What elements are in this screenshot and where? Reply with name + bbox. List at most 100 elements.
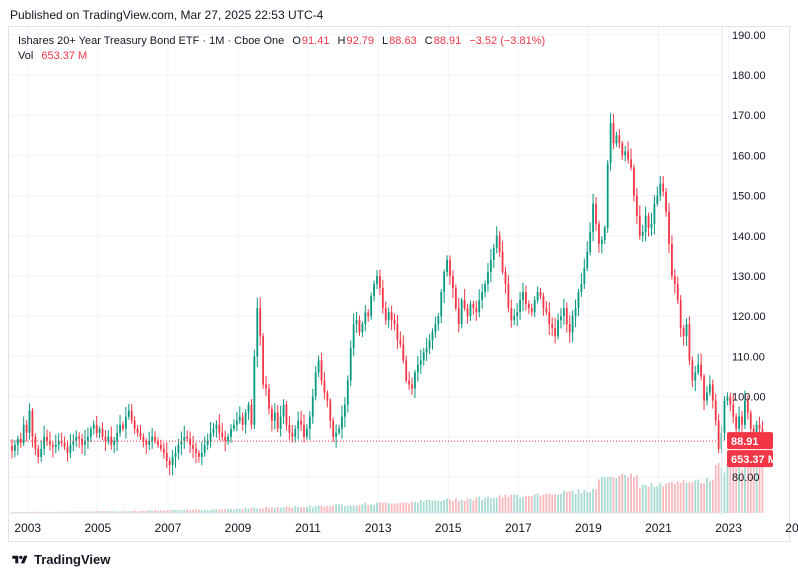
candle-body bbox=[592, 203, 594, 232]
volume-bar bbox=[51, 511, 54, 513]
volume-bar bbox=[306, 506, 308, 513]
candle-body bbox=[682, 328, 685, 337]
volume-bar bbox=[25, 511, 28, 513]
volume-bar bbox=[621, 473, 624, 513]
x-axis: 2003 2005 2007 2009 2011 2013 2015 2017 2019 2021… bbox=[10, 512, 798, 535]
volume-bar bbox=[300, 507, 302, 513]
grid-lines bbox=[10, 27, 730, 513]
candle-body bbox=[341, 416, 343, 429]
candle-body bbox=[606, 163, 609, 228]
volume-bar bbox=[256, 508, 259, 513]
candle-body bbox=[752, 428, 755, 433]
volume-bar bbox=[384, 502, 387, 513]
volume-bar bbox=[627, 477, 630, 513]
volume-bar bbox=[390, 504, 393, 513]
candle-body bbox=[174, 452, 177, 457]
volume-bar bbox=[63, 511, 66, 513]
volume-bar bbox=[536, 493, 539, 513]
volume-bar bbox=[218, 509, 221, 513]
candle-body bbox=[256, 308, 259, 357]
candle-body bbox=[735, 416, 738, 429]
candle-body bbox=[589, 231, 592, 252]
volume-bar bbox=[238, 508, 241, 513]
volume-bar bbox=[203, 509, 206, 513]
candle-body bbox=[230, 428, 232, 437]
volume-bar bbox=[565, 491, 568, 513]
candle-body bbox=[306, 428, 308, 437]
volume-bar bbox=[446, 498, 448, 513]
candle-body bbox=[489, 259, 492, 272]
candle-body bbox=[665, 191, 667, 212]
volume-bar bbox=[580, 493, 583, 513]
candle-body bbox=[300, 420, 302, 425]
volume-bar bbox=[60, 511, 63, 513]
volume-bar bbox=[241, 509, 244, 513]
candle-body bbox=[235, 420, 238, 425]
close-label: C bbox=[424, 35, 433, 47]
volume-bar bbox=[606, 477, 609, 513]
candle-body bbox=[329, 400, 332, 421]
candle-body bbox=[422, 352, 425, 361]
candle-body bbox=[335, 432, 338, 437]
candle-body bbox=[624, 151, 627, 156]
volume-bar bbox=[28, 511, 31, 513]
candle-body bbox=[186, 436, 189, 439]
candle-body bbox=[343, 404, 346, 417]
volume-bar bbox=[192, 509, 194, 513]
candle-body bbox=[700, 364, 703, 377]
volume-bar bbox=[209, 510, 212, 513]
volume-bar bbox=[598, 479, 600, 513]
candle-body bbox=[431, 332, 434, 341]
volume-bar bbox=[650, 483, 653, 513]
candle-body bbox=[659, 183, 662, 196]
candle-body bbox=[414, 372, 416, 389]
x-tick-label: 2017 bbox=[505, 521, 532, 535]
volume-bar bbox=[133, 510, 136, 513]
volume-bar bbox=[708, 481, 711, 513]
candle-body bbox=[554, 328, 557, 337]
volume-bar bbox=[551, 494, 554, 513]
candle-body bbox=[621, 143, 624, 156]
volume-bar bbox=[16, 511, 19, 513]
candle-body bbox=[501, 251, 504, 272]
candle-body bbox=[212, 428, 215, 433]
candle-body bbox=[168, 460, 171, 465]
candle-body bbox=[723, 400, 726, 433]
candle-body bbox=[308, 416, 311, 429]
candle-body bbox=[37, 448, 40, 457]
candle-body bbox=[545, 308, 548, 313]
x-tick-label: 2023 bbox=[715, 521, 742, 535]
candle-body bbox=[66, 446, 69, 453]
candle-body bbox=[574, 308, 577, 317]
volume-bar bbox=[717, 463, 720, 513]
volume-bar bbox=[492, 498, 495, 513]
candle-body bbox=[446, 259, 448, 272]
candle-body bbox=[165, 452, 168, 461]
last-volume-badge: 653.37 M bbox=[731, 454, 777, 466]
candle-body bbox=[542, 296, 545, 309]
candle-body bbox=[612, 123, 615, 144]
candle-body bbox=[370, 296, 373, 317]
candle-body bbox=[419, 360, 422, 365]
volume-bar bbox=[478, 496, 481, 513]
candle-body bbox=[323, 380, 326, 393]
volume-bar bbox=[104, 511, 107, 513]
candle-body bbox=[434, 324, 437, 333]
volume-bar bbox=[548, 493, 551, 513]
candle-body bbox=[530, 308, 533, 313]
volume-bar bbox=[72, 511, 75, 513]
candle-body bbox=[393, 320, 396, 325]
volume-bar bbox=[268, 508, 270, 513]
candle-body bbox=[253, 356, 256, 425]
volume-bar bbox=[259, 508, 262, 513]
candle-body bbox=[408, 380, 411, 385]
candle-body bbox=[746, 400, 749, 413]
tradingview-footer[interactable]: TradingView bbox=[10, 552, 110, 567]
volume-bar bbox=[574, 493, 577, 513]
volume-bar bbox=[449, 499, 451, 513]
volume-bar bbox=[761, 460, 764, 513]
candle-body bbox=[565, 308, 568, 325]
volume-bar bbox=[107, 511, 110, 513]
volume-bar bbox=[440, 501, 443, 513]
